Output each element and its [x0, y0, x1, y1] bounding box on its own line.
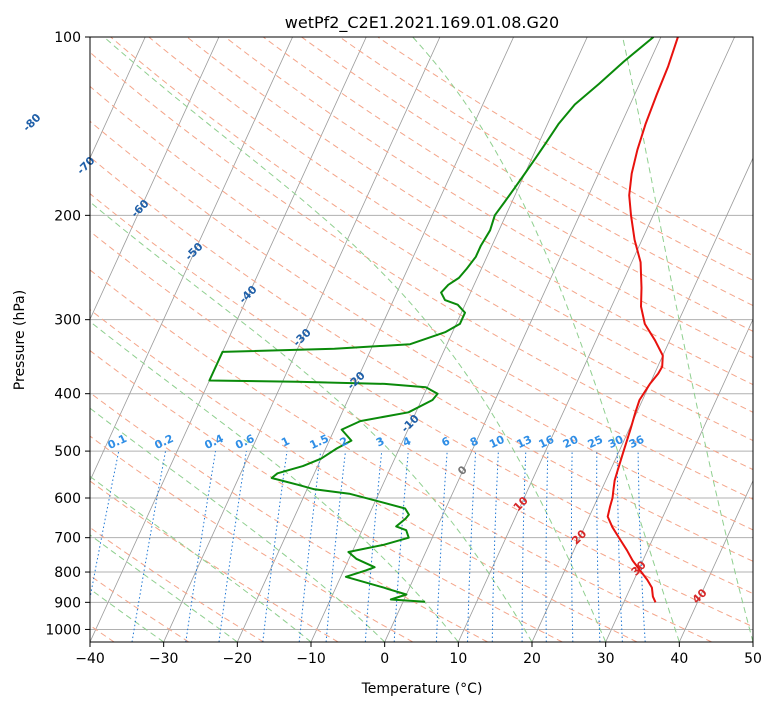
x-tick-label: 20	[523, 651, 541, 667]
y-tick-label: 500	[54, 444, 81, 460]
x-axis-label: Temperature (°C)	[361, 681, 483, 697]
x-tick-label: −30	[149, 651, 179, 667]
y-axis-label: Pressure (hPa)	[12, 290, 28, 390]
y-tick-label: 800	[54, 565, 81, 581]
x-tick-label: −10	[296, 651, 326, 667]
x-tick-label: 10	[449, 651, 467, 667]
y-tick-label: 200	[54, 208, 81, 224]
y-tick-label: 1000	[45, 622, 81, 638]
isotherm-line	[753, 37, 775, 642]
y-tick-label: 300	[54, 313, 81, 329]
isotherm-label: -80	[20, 111, 43, 134]
x-tick-label: 50	[744, 651, 762, 667]
chart-title: wetPf2_C2E1.2021.169.01.08.G20	[285, 13, 559, 33]
x-tick-label: 30	[597, 651, 615, 667]
x-tick-label: −40	[75, 651, 105, 667]
y-tick-label: 700	[54, 531, 81, 547]
y-tick-label: 400	[54, 387, 81, 403]
y-tick-label: 100	[54, 30, 81, 46]
y-tick-label: 900	[54, 595, 81, 611]
x-tick-label: 0	[380, 651, 389, 667]
x-tick-label: −20	[223, 651, 253, 667]
y-tick-label: 600	[54, 491, 81, 507]
x-tick-label: 40	[670, 651, 688, 667]
